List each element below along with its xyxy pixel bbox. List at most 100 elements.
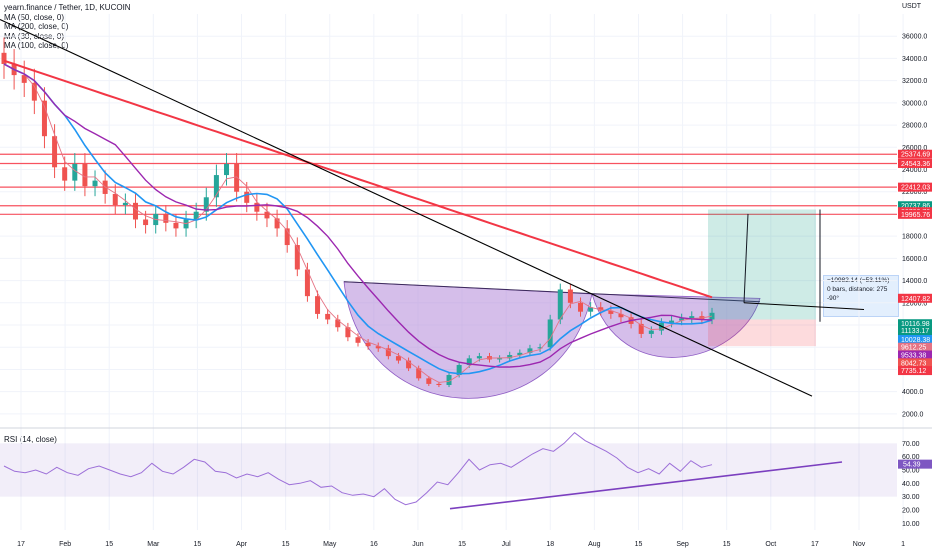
price-tick-9: 18000.0 [902,234,927,241]
time-tick-6: 15 [282,541,290,548]
candle-body [315,296,321,314]
candle-body [82,163,88,187]
rsi-legend[interactable]: RSI (14, close) [4,435,57,444]
candle-body [163,213,169,223]
projection-line [743,213,749,303]
candle-body [385,348,391,357]
price-tag-2: 22412.03 [898,182,932,192]
extension-line [743,302,865,310]
moving-averages [3,59,713,383]
candle-body [72,163,78,181]
candle-body [466,358,472,366]
legend-ma200[interactable]: MA (200, close, 0) [4,22,69,31]
ma100-line [3,63,713,368]
time-tick-8: 16 [370,541,378,548]
price-tag-1: 24543.36 [898,158,932,168]
candle-body [224,163,230,176]
price-tag-10: 9612.25 [898,342,932,352]
price-tag-8: 11133.17 [898,326,932,336]
legend-ma50[interactable]: MA (50, close, 0) [4,12,65,22]
candle-body [234,163,240,192]
svg-text:8042.73: 8042.73 [901,360,926,367]
candle-body [325,313,331,320]
candle-body [284,228,290,246]
candle-body [21,75,27,83]
candle-body [304,269,310,297]
price-tick-16: 4000.0 [902,389,924,396]
rsi-tick-6: 10.00 [902,521,920,528]
price-tag-6: 12407.82 [898,293,932,303]
price-tag-9: 10028.38 [898,334,932,344]
candle-body [527,348,533,353]
legend-ma100[interactable]: MA (100, close, 0) [4,41,69,50]
rsi-tick-4: 30.00 [902,494,920,501]
time-tick-0: 17 [17,541,25,548]
price-tick-6: 24000.0 [902,167,927,174]
candle-body [557,289,563,320]
price-tick-1: 34000.0 [902,56,927,63]
candle-body [547,319,553,348]
candle-body [1,52,7,64]
ma50-line [3,63,713,375]
candle-body [31,82,37,101]
candlestick-series [1,37,715,388]
candle-body [537,347,543,349]
price-tag-13: 7735.12 [898,366,932,376]
svg-text:24543.36: 24543.36 [901,161,930,168]
price-tag-7: 10116.98 [898,319,932,329]
rsi-tick-0: 70.00 [902,441,920,448]
candle-body [294,245,300,270]
time-tick-20: 1 [901,541,905,548]
price-tick-7: 22000.0 [902,189,927,196]
candle-body [173,222,179,229]
candle-body [335,319,341,328]
time-tick-4: 15 [194,541,202,548]
time-tick-15: Sep [676,541,689,548]
rsi-pane [0,427,932,510]
candle-body [365,342,371,347]
candle-body [244,191,250,203]
svg-text:11133.17: 11133.17 [901,328,929,335]
candle-body [588,307,594,312]
rsi-line [3,432,713,506]
price-tick-2: 32000.0 [902,78,927,85]
candle-body [679,318,685,321]
candle-body [52,136,58,168]
rsi-band [0,443,897,497]
candle-body [598,307,604,311]
target-zone [708,209,816,320]
rsi-tick-3: 40.00 [902,481,920,488]
candle-body [132,202,138,220]
time-tick-10: 15 [458,541,466,548]
time-tick-7: May [323,541,337,548]
descending-trendline [0,19,813,397]
time-tick-1: Feb [59,541,71,548]
candle-body [193,211,199,220]
candle-body [497,358,503,360]
price-tick-0: 36000.0 [902,34,927,41]
price-tag-11: 9533.38 [898,350,932,360]
ma30-line [3,63,713,383]
candle-body [41,100,47,137]
svg-text:22412.03: 22412.03 [901,185,930,192]
svg-text:7735.12: 7735.12 [901,368,926,375]
ma200-line [3,59,713,299]
svg-text:20737.86: 20737.86 [901,203,930,210]
candle-body [689,316,695,319]
measure-angle: -90° [827,295,839,302]
time-tick-17: Oct [765,541,776,548]
candle-body [567,289,573,303]
time-tick-5: Apr [236,541,248,548]
candle-body [122,202,128,206]
candle-body [406,360,412,369]
candle-body [669,320,675,323]
price-tick-12: 12000.0 [902,300,927,307]
price-tick-4: 28000.0 [902,123,927,130]
candle-body [416,368,422,379]
cup-rim-line [343,281,761,303]
price-tag-3: 20737.86 [898,201,932,211]
legend-title: yearn.finance / Tether, 1D, KUCOIN [4,3,131,12]
price-tick-17: 2000.0 [902,411,924,418]
candle-body [456,365,462,376]
